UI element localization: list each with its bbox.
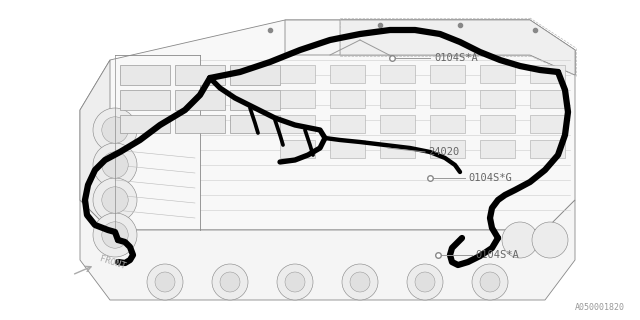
Bar bbox=[120, 90, 170, 110]
Bar bbox=[480, 90, 515, 108]
Circle shape bbox=[93, 178, 137, 222]
Polygon shape bbox=[80, 60, 110, 230]
Text: 24020: 24020 bbox=[428, 147, 460, 157]
Circle shape bbox=[102, 187, 128, 213]
Circle shape bbox=[277, 264, 313, 300]
Bar bbox=[330, 140, 365, 158]
Bar bbox=[480, 115, 515, 133]
Circle shape bbox=[102, 152, 128, 178]
Bar bbox=[120, 115, 170, 133]
Bar bbox=[380, 90, 415, 108]
Bar bbox=[530, 140, 565, 158]
Bar bbox=[380, 140, 415, 158]
Polygon shape bbox=[80, 20, 575, 230]
Bar bbox=[280, 65, 315, 83]
Bar bbox=[380, 115, 415, 133]
Circle shape bbox=[285, 272, 305, 292]
Bar bbox=[430, 140, 465, 158]
Bar bbox=[430, 115, 465, 133]
Bar bbox=[430, 65, 465, 83]
Polygon shape bbox=[340, 20, 575, 75]
Circle shape bbox=[532, 222, 568, 258]
Text: FRONT: FRONT bbox=[98, 255, 126, 271]
Bar bbox=[530, 115, 565, 133]
Circle shape bbox=[220, 272, 240, 292]
Circle shape bbox=[93, 108, 137, 152]
Circle shape bbox=[472, 264, 508, 300]
Bar bbox=[230, 65, 280, 85]
Bar bbox=[230, 115, 280, 133]
Bar bbox=[280, 115, 315, 133]
Bar bbox=[530, 65, 565, 83]
Circle shape bbox=[147, 264, 183, 300]
Circle shape bbox=[155, 272, 175, 292]
Bar bbox=[530, 90, 565, 108]
Bar bbox=[175, 115, 225, 133]
Bar bbox=[175, 65, 225, 85]
Circle shape bbox=[480, 272, 500, 292]
Bar bbox=[330, 65, 365, 83]
Circle shape bbox=[212, 264, 248, 300]
Circle shape bbox=[102, 117, 128, 143]
Circle shape bbox=[342, 264, 378, 300]
Bar bbox=[280, 140, 315, 158]
Circle shape bbox=[350, 272, 370, 292]
Circle shape bbox=[93, 143, 137, 187]
Bar bbox=[380, 65, 415, 83]
Text: 0104S*A: 0104S*A bbox=[475, 250, 519, 260]
Bar bbox=[330, 115, 365, 133]
Bar bbox=[480, 65, 515, 83]
Text: 0104S*A: 0104S*A bbox=[434, 53, 477, 63]
Text: 0104S*G: 0104S*G bbox=[468, 173, 512, 183]
Bar bbox=[230, 90, 280, 110]
Circle shape bbox=[93, 213, 137, 257]
Circle shape bbox=[102, 222, 128, 248]
Circle shape bbox=[407, 264, 443, 300]
Text: A050001820: A050001820 bbox=[575, 303, 625, 312]
Bar bbox=[330, 90, 365, 108]
Circle shape bbox=[415, 272, 435, 292]
Circle shape bbox=[502, 222, 538, 258]
Bar bbox=[280, 90, 315, 108]
Bar bbox=[480, 140, 515, 158]
Polygon shape bbox=[80, 200, 575, 300]
Bar bbox=[120, 65, 170, 85]
Bar bbox=[430, 90, 465, 108]
Polygon shape bbox=[285, 20, 575, 75]
Bar bbox=[175, 90, 225, 110]
